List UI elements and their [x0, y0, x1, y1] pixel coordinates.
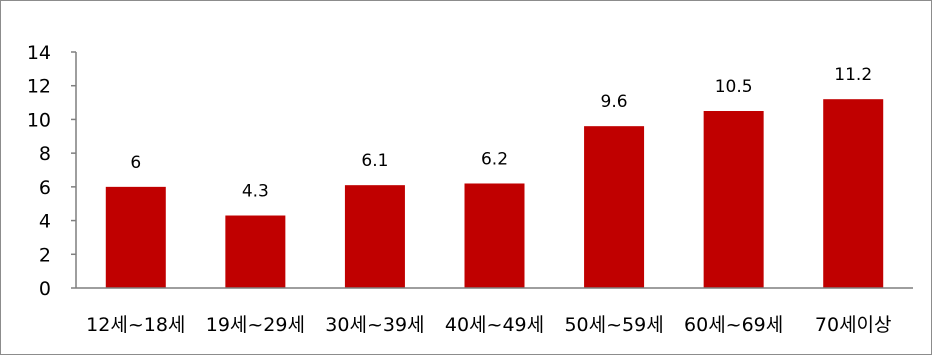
bar: [823, 99, 884, 288]
y-tick-label: 10: [27, 109, 51, 131]
y-axis: 0 2 4 6 8 10 12 14: [27, 42, 77, 300]
x-axis: 12세~18세 19세~29세 30세~39세 40세~49세 50세~59세 60세~6…: [76, 287, 913, 336]
bars: [105, 99, 884, 289]
data-label: 10.5: [715, 77, 753, 97]
y-tick-label: 6: [39, 177, 51, 199]
y-tick-label: 2: [39, 244, 51, 266]
x-tick-label: 40세~49세: [445, 314, 544, 336]
data-label: 4.3: [242, 182, 269, 202]
y-tick-label: 8: [39, 143, 51, 165]
x-tick-label: 50세~59세: [564, 314, 663, 336]
data-label: 6.1: [361, 151, 388, 171]
data-labels: 6 4.3 6.1 6.2 9.6 10.5 11.2: [130, 65, 872, 201]
bar: [464, 183, 525, 288]
data-label: 6: [130, 153, 141, 173]
x-tick-label: 19세~29세: [206, 314, 305, 336]
bar: [584, 126, 645, 289]
bar: [105, 186, 166, 288]
y-tick-label: 12: [27, 76, 51, 98]
data-label: 6.2: [481, 149, 508, 169]
bar: [703, 111, 764, 288]
x-tick-label: 60세~69세: [684, 314, 783, 336]
data-label: 9.6: [601, 92, 628, 112]
bar: [344, 185, 405, 288]
bar: [225, 215, 286, 288]
y-tick-label: 0: [39, 278, 51, 300]
y-tick-label: 4: [39, 211, 51, 233]
y-tick-label: 14: [27, 42, 51, 64]
x-tick-label: 30세~39세: [325, 314, 424, 336]
data-label: 11.2: [834, 65, 872, 85]
x-tick-label: 70세이상: [815, 314, 892, 336]
x-tick-label: 12세~18세: [86, 314, 185, 336]
